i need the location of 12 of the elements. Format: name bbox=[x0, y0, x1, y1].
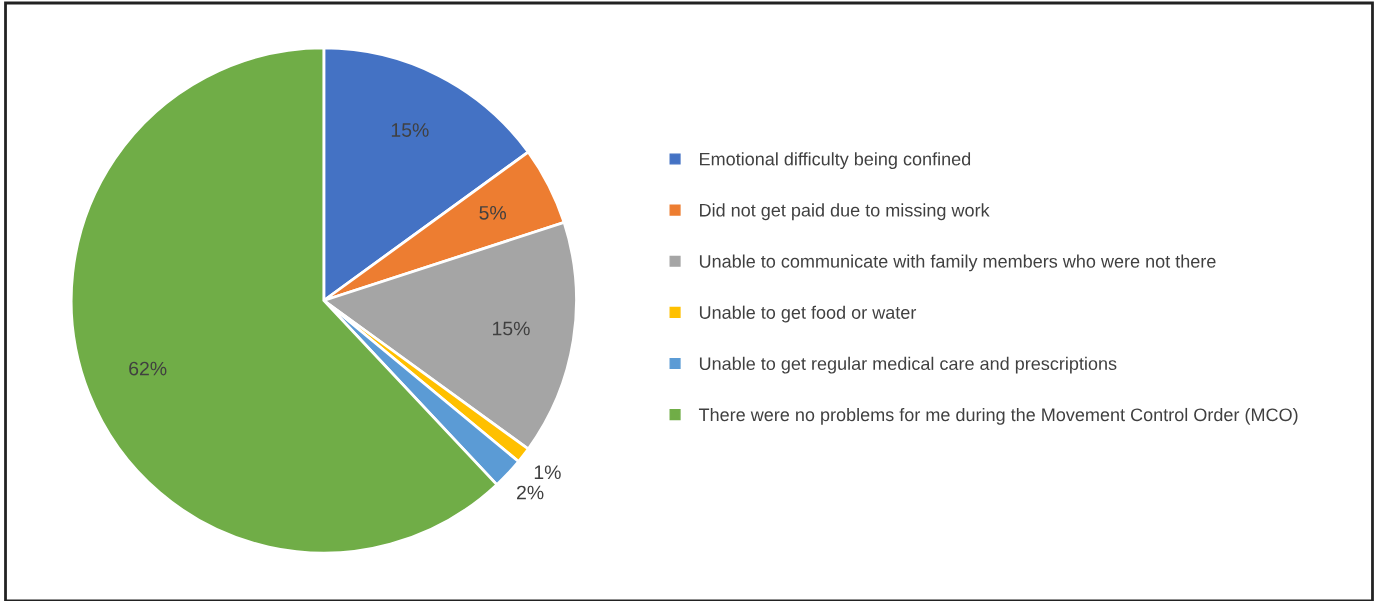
legend-label: Did not get paid due to missing work bbox=[700, 203, 990, 221]
data-label: 15% bbox=[493, 321, 530, 336]
data-label: 15% bbox=[391, 123, 429, 137]
data-label: 1% bbox=[534, 465, 561, 480]
legend-label: Emotional difficulty being confined bbox=[700, 152, 971, 170]
legend-label: Unable to get food or water bbox=[699, 305, 917, 323]
legend-label: Unable to get regular medical care and prescriptions bbox=[699, 356, 1117, 374]
data-label: 2% bbox=[517, 485, 544, 500]
legend-label: Unable to communicate with family members who were not there bbox=[699, 254, 1216, 272]
data-label: 62% bbox=[129, 361, 167, 376]
legend-label: There were no problems for me during the Movement Control Order (MCO) bbox=[698, 407, 1298, 425]
data-label: 5% bbox=[479, 206, 507, 220]
